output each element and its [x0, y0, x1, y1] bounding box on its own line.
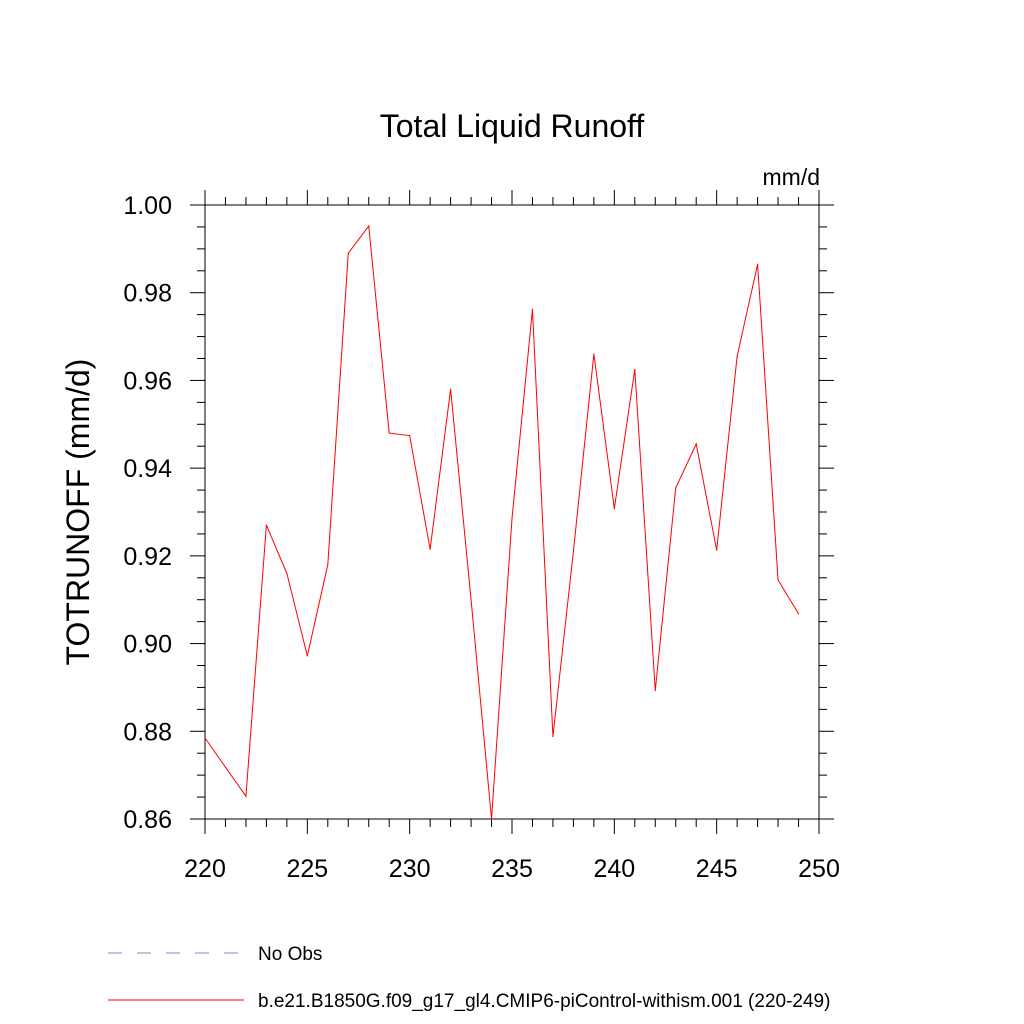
- data-point: [716, 549, 718, 551]
- data-point: [777, 579, 779, 581]
- data-point: [245, 795, 247, 797]
- data-point: [204, 737, 206, 739]
- data-point: [450, 388, 452, 390]
- x-tick-label: 240: [593, 855, 635, 883]
- data-point: [572, 550, 575, 553]
- data-point: [429, 548, 431, 550]
- data-point: [757, 263, 759, 265]
- data-point: [593, 353, 595, 355]
- data-point: [265, 524, 267, 526]
- series-layer: [204, 224, 800, 820]
- data-point: [511, 517, 513, 520]
- y-tick-label: 0.88: [123, 718, 172, 746]
- legend: No Obs b.e21.B1850G.f09_g17_gl4.CMIP6-pi…: [108, 944, 830, 1012]
- y-tick-label: 0.92: [123, 543, 172, 571]
- x-tick-label: 245: [696, 855, 738, 883]
- data-point: [470, 599, 472, 601]
- data-point: [613, 507, 615, 510]
- legend-label-run: b.e21.B1850G.f09_g17_gl4.CMIP6-piControl…: [258, 991, 830, 1012]
- data-point: [490, 818, 493, 820]
- x-tick-label: 230: [389, 855, 431, 883]
- data-point: [736, 355, 738, 357]
- y-tick-label: 0.98: [123, 280, 172, 308]
- chart-title: Total Liquid Runoff: [380, 108, 645, 144]
- data-point: [409, 435, 411, 437]
- data-point: [531, 308, 534, 310]
- data-point: [286, 572, 288, 575]
- y-tick-label: 1.00: [123, 192, 172, 220]
- x-tick-label: 250: [798, 855, 840, 883]
- data-point: [388, 432, 390, 434]
- axis-tick-labels: 220 225 230 235 240 245 250 0.86 0.88 0.90 0.92 0.9…: [123, 192, 840, 883]
- data-point: [695, 443, 697, 445]
- data-point: [306, 655, 308, 657]
- x-tick-label: 235: [491, 855, 533, 883]
- y-tick-label: 0.86: [123, 806, 172, 834]
- data-point: [634, 368, 636, 371]
- legend-label-no-obs: No Obs: [258, 944, 322, 965]
- y-tick-label: 0.96: [123, 367, 172, 395]
- data-point: [552, 735, 554, 738]
- x-tick-label: 220: [184, 855, 226, 883]
- data-point: [654, 689, 656, 692]
- y-tick-label: 0.94: [123, 455, 172, 483]
- y-axis-label: TOTRUNOFF (mm/d): [60, 359, 96, 666]
- plot-frame: [204, 204, 820, 820]
- series-line: [204, 224, 799, 820]
- units-label: mm/d: [763, 164, 821, 190]
- data-point: [797, 613, 800, 615]
- data-point: [675, 487, 677, 489]
- data-point: [224, 766, 227, 768]
- y-tick-label: 0.90: [123, 631, 172, 659]
- x-tick-label: 225: [286, 855, 328, 883]
- data-point: [368, 225, 370, 227]
- data-point: [347, 252, 349, 254]
- axis-ticks: [190, 190, 834, 834]
- data-point: [327, 564, 329, 566]
